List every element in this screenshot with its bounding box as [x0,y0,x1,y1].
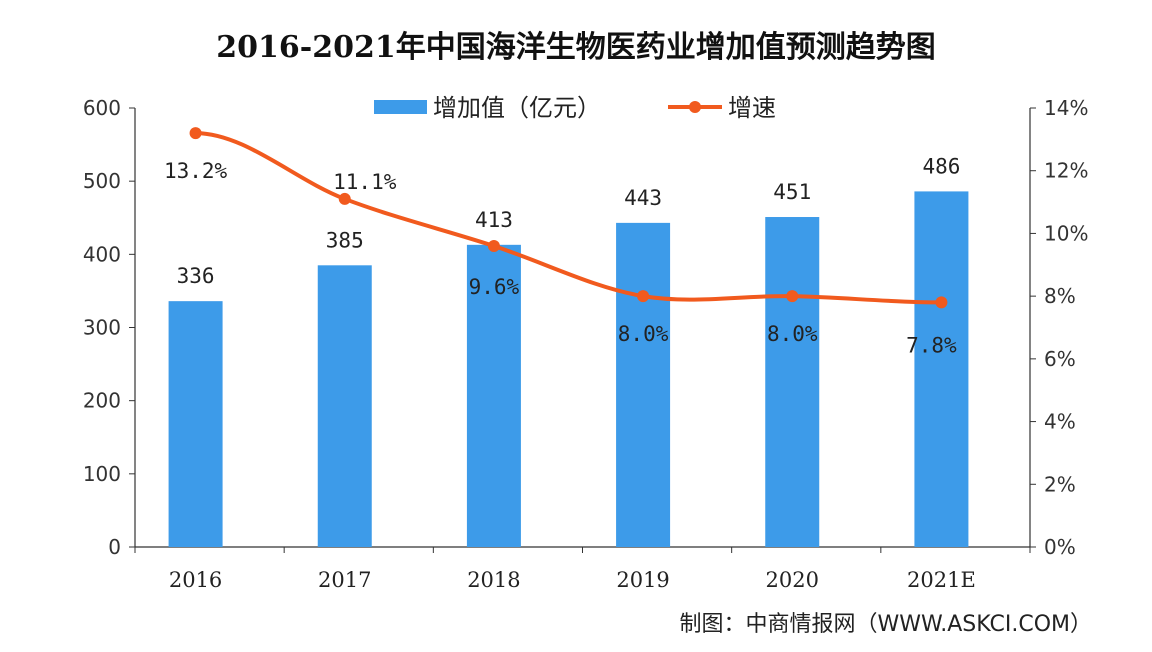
bar [168,301,223,547]
growth-value-label: 13.2% [164,159,228,183]
growth-value-label: 8.0% [618,322,669,346]
x-tick-label: 2018 [467,568,520,592]
source-note: 制图：中商情报网（WWW.ASKCI.COM） [679,612,1092,637]
left-tick-label: 600 [83,96,121,120]
right-tick-label: 6% [1044,347,1076,371]
bar [914,191,969,547]
bar-value-label: 443 [624,186,662,210]
growth-point [189,127,202,140]
legend-line-label: 增速 [728,94,776,122]
right-tick-label: 14% [1044,96,1088,120]
growth-point [786,290,799,303]
x-tick-label: 2020 [766,568,819,592]
growth-point [637,290,650,303]
bar-value-label: 486 [922,154,960,178]
left-tick-label: 200 [83,389,121,413]
growth-point [338,192,351,205]
right-tick-label: 2% [1044,472,1076,496]
right-tick-label: 10% [1044,221,1088,245]
left-tick-label: 400 [83,242,121,266]
right-tick-label: 0% [1044,535,1076,559]
bar [466,244,521,548]
x-tick-label: 2021E [907,568,976,592]
left-tick-label: 300 [83,316,121,340]
growth-line [195,131,942,305]
bar-value-label: 413 [475,208,513,232]
chart-title: 2016-2021年中国海洋生物医药业增加值预测趋势图 [216,30,936,65]
x-tick-label: 2019 [616,568,669,592]
growth-value-label: 8.0% [767,322,818,346]
legend-bar-swatch [374,100,427,114]
right-tick-label: 8% [1044,284,1076,308]
left-tick-label: 0 [108,535,121,559]
legend-line-marker [689,101,701,113]
x-tick-label: 2016 [169,568,222,592]
right-tick-label: 12% [1044,159,1088,183]
bar [616,222,671,547]
right-tick-label: 4% [1044,410,1076,434]
x-tick-label: 2017 [318,568,371,592]
bar-value-label: 451 [773,180,811,204]
growth-value-label: 7.8% [906,333,957,357]
bar [765,217,820,548]
left-tick-label: 500 [83,169,121,193]
legend-bar-label: 增加值（亿元） [433,94,601,122]
growth-value-label: 9.6% [469,275,520,299]
bar-value-label: 385 [326,228,364,252]
growth-value-label: 11.1% [333,170,397,194]
growth-point [935,296,948,309]
growth-point [487,239,500,252]
bar [317,265,372,547]
left-tick-label: 100 [83,462,121,486]
bar-value-label: 336 [177,264,215,288]
